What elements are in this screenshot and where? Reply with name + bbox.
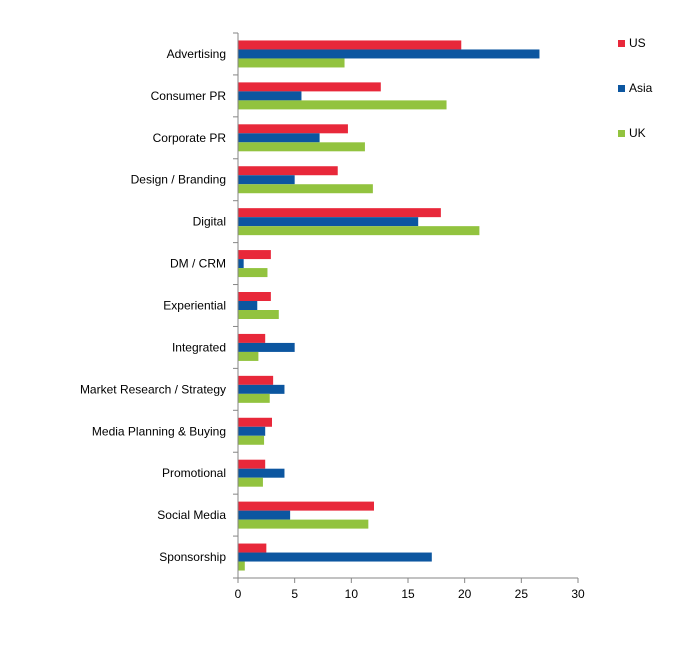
category-label: Design / Branding: [131, 173, 226, 187]
legend-swatch-uk: [618, 130, 625, 137]
bar-consumer-pr-us: [238, 82, 381, 92]
bar-social-media-uk: [238, 519, 369, 529]
legend-label-us: US: [629, 36, 646, 50]
legend-swatch-us: [618, 40, 625, 47]
category-label: Media Planning & Buying: [92, 424, 226, 438]
bar-design-branding-uk: [238, 184, 373, 194]
category-label: Corporate PR: [153, 131, 227, 145]
bar-media-planning-buying-asia: [238, 426, 266, 436]
bar-social-media-asia: [238, 510, 291, 520]
category-label: DM / CRM: [170, 257, 226, 271]
legend-label-uk: UK: [629, 126, 646, 140]
bar-advertising-us: [238, 40, 462, 50]
bar-consumer-pr-uk: [238, 100, 447, 110]
bar-advertising-uk: [238, 58, 345, 68]
bar-social-media-us: [238, 501, 374, 511]
value-tick-label: 30: [571, 587, 585, 601]
bar-experiential-asia: [238, 301, 258, 310]
bar-media-planning-buying-us: [238, 417, 272, 427]
category-label: Consumer PR: [151, 89, 227, 103]
bar-corporate-pr-us: [238, 124, 348, 134]
plot-area: Advertising Consumer PR Corporate PR Design…: [80, 32, 585, 601]
bar-design-branding-us: [238, 166, 338, 176]
legend: US Asia UK: [618, 36, 653, 140]
bar-sponsorship-uk: [238, 561, 245, 571]
bar-corporate-pr-uk: [238, 142, 365, 152]
bar-market-research-strategy-asia: [238, 384, 285, 394]
bar-integrated-us: [238, 333, 266, 343]
bar-integrated-asia: [238, 342, 295, 352]
legend-label-asia: Asia: [629, 81, 653, 95]
bar-design-branding-asia: [238, 175, 295, 185]
bar-market-research-strategy-us: [238, 375, 274, 385]
value-tick-label: 15: [401, 587, 415, 601]
category-label: Experiential: [163, 299, 226, 313]
category-label: Integrated: [172, 340, 226, 354]
bar-experiential-us: [238, 292, 271, 301]
bar-digital-us: [238, 208, 441, 218]
value-tick-label: 25: [515, 587, 529, 601]
bar-media-planning-buying-uk: [238, 435, 265, 445]
value-tick-label: 20: [458, 587, 472, 601]
value-tick-label: 0: [235, 587, 242, 601]
category-label: Market Research / Strategy: [80, 382, 226, 396]
bar-promotional-asia: [238, 468, 285, 478]
bar-integrated-uk: [238, 351, 259, 361]
category-label: Sponsorship: [159, 550, 226, 564]
legend-swatch-asia: [618, 85, 625, 92]
bar-market-research-strategy-uk: [238, 393, 270, 403]
bar-dm-crm-asia: [238, 259, 244, 269]
bar-digital-uk: [238, 226, 480, 236]
bar-dm-crm-uk: [238, 268, 268, 278]
category-label: Promotional: [162, 466, 226, 480]
bar-sponsorship-us: [238, 543, 267, 553]
bar-promotional-uk: [238, 477, 263, 487]
category-label: Digital: [193, 215, 226, 229]
category-label: Advertising: [167, 47, 226, 61]
bar-dm-crm-us: [238, 250, 271, 260]
bar-experiential-uk: [238, 310, 279, 319]
category-label: Social Media: [157, 508, 226, 522]
bar-corporate-pr-asia: [238, 133, 320, 143]
bar-advertising-asia: [238, 49, 540, 59]
bar-consumer-pr-asia: [238, 91, 302, 101]
bar-promotional-us: [238, 459, 266, 469]
value-tick-label: 5: [291, 587, 298, 601]
value-tick-label: 10: [345, 587, 359, 601]
bar-digital-asia: [238, 217, 419, 227]
bar-sponsorship-asia: [238, 552, 432, 562]
